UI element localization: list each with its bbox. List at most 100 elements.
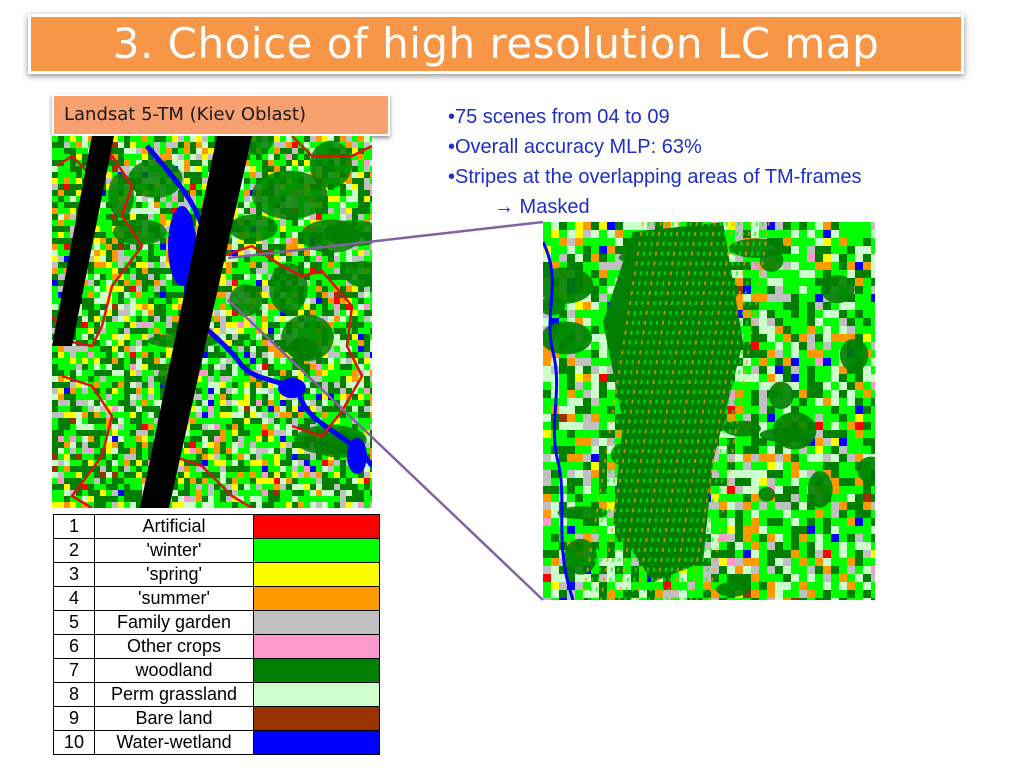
legend-class-number: 4 xyxy=(53,586,95,611)
legend-class-number: 3 xyxy=(53,562,95,587)
forest-patch xyxy=(108,172,134,219)
slide-title: 3. Choice of high resolution LC map xyxy=(112,19,880,68)
forest-patch xyxy=(715,581,750,597)
forest-patch xyxy=(758,486,776,502)
forest-patch xyxy=(690,277,739,305)
legend-row: 8 Perm grassland xyxy=(53,682,380,707)
stripe-artifact xyxy=(594,222,656,600)
stripe-artifact xyxy=(654,222,716,600)
forest-patch xyxy=(281,314,334,362)
legend-class-number: 1 xyxy=(53,514,95,539)
forest-patch xyxy=(649,465,673,482)
stripe-artifact xyxy=(618,222,680,600)
forest-patch xyxy=(807,470,833,508)
legend-color-swatch xyxy=(253,610,380,635)
stripe-artifact xyxy=(624,222,686,600)
bullet-scenes: •75 scenes from 04 to 09 xyxy=(448,106,670,128)
legend-color-swatch xyxy=(253,586,380,611)
forest-patch xyxy=(820,275,855,304)
stripe-artifact xyxy=(672,222,734,600)
legend-class-number: 10 xyxy=(53,730,95,755)
forest-patch xyxy=(344,260,372,288)
stripe-artifact xyxy=(642,222,704,600)
zoomed-landcover-map xyxy=(543,222,875,600)
stripe-artifact xyxy=(636,222,698,600)
river xyxy=(543,241,575,600)
forest-patch xyxy=(251,170,328,220)
legend-class-name: 'summer' xyxy=(94,586,254,611)
stripe-artifact xyxy=(606,222,668,600)
stripe-artifact xyxy=(708,222,770,600)
stripe-artifact xyxy=(600,222,662,600)
stripe-artifact xyxy=(660,222,722,600)
legend-color-swatch xyxy=(253,706,380,731)
legend-color-swatch xyxy=(253,682,380,707)
legend-class-number: 8 xyxy=(53,682,95,707)
legend-class-name: Artificial xyxy=(94,514,254,539)
stripe-artifact xyxy=(612,222,674,600)
forest-patch xyxy=(229,284,263,317)
forest-patch xyxy=(564,538,597,575)
slide-title-bar: 3. Choice of high resolution LC map xyxy=(28,14,964,74)
bullet-accuracy: •Overall accuracy MLP: 63% xyxy=(448,136,702,158)
reservoir xyxy=(278,378,306,398)
forest-patch xyxy=(112,219,167,245)
forest-patch xyxy=(646,512,686,540)
legend-color-swatch xyxy=(253,514,380,539)
legend-class-name: Bare land xyxy=(94,706,254,731)
legend-row: 9 Bare land xyxy=(53,706,380,731)
legend-color-swatch xyxy=(253,634,380,659)
stripe-artifact xyxy=(666,222,728,600)
legend-class-number: 5 xyxy=(53,610,95,635)
legend-color-swatch xyxy=(253,538,380,563)
map-caption-box: Landsat 5-TM (Kiev Oblast) xyxy=(52,94,390,136)
masked-stripe xyxy=(140,136,252,508)
bullet-list: •75 scenes from 04 to 09 •Overall accura… xyxy=(448,102,862,222)
legend-row: 4'summer' xyxy=(53,586,380,611)
forest-patch xyxy=(839,338,869,372)
legend-row: 1 Artificial xyxy=(53,514,380,539)
legend-color-swatch xyxy=(253,562,380,587)
overview-landcover-map xyxy=(52,136,372,508)
legend-class-name: Water-wetland xyxy=(94,730,254,755)
forest-patch xyxy=(768,381,794,410)
map-caption: Landsat 5-TM (Kiev Oblast) xyxy=(64,104,306,125)
stripe-artifact xyxy=(702,222,764,600)
legend-class-name: 'spring' xyxy=(94,562,254,587)
stripe-artifact xyxy=(648,222,710,600)
stripe-artifact xyxy=(678,222,740,600)
reservoir xyxy=(347,438,367,474)
stripe-artifact xyxy=(690,222,752,600)
legend-row: 10 Water-wetland xyxy=(53,730,380,755)
legend-class-number: 7 xyxy=(53,658,95,683)
stripe-artifact xyxy=(588,222,650,600)
masked-stripe xyxy=(52,136,114,346)
bullet-masked: → Masked xyxy=(494,196,590,218)
legend-row: 3'spring' xyxy=(53,562,380,587)
reservoir xyxy=(168,206,196,286)
landcover-legend-table: 1 Artificial 2'winter' 3'spring' 4'summer' 5 F… xyxy=(53,514,380,755)
legend-class-name: Family garden xyxy=(94,610,254,635)
bullet-stripes: •Stripes at the overlapping areas of TM-… xyxy=(448,166,862,188)
admin-boundary-line xyxy=(61,374,114,508)
legend-row: 7 woodland xyxy=(53,658,380,683)
forest-patch xyxy=(618,249,682,266)
forest-patch xyxy=(228,214,278,242)
legend-row: 6 Other crops xyxy=(53,634,380,659)
stripe-artifact xyxy=(696,222,758,600)
overview-map-canvas xyxy=(52,136,372,508)
forest-patch xyxy=(759,248,784,272)
forest-patch xyxy=(651,295,706,319)
forest-patch xyxy=(723,420,762,437)
legend-class-number: 9 xyxy=(53,706,95,731)
legend-class-name: Other crops xyxy=(94,634,254,659)
stripe-artifact xyxy=(582,222,644,600)
forest-patch xyxy=(543,321,593,355)
legend-row: 5 Family garden xyxy=(53,610,380,635)
legend-color-swatch xyxy=(253,658,380,683)
legend-class-name: woodland xyxy=(94,658,254,683)
forest-patch xyxy=(557,506,608,520)
forest-patch xyxy=(309,140,353,189)
legend-class-name: Perm grassland xyxy=(94,682,254,707)
legend-class-name: 'winter' xyxy=(94,538,254,563)
